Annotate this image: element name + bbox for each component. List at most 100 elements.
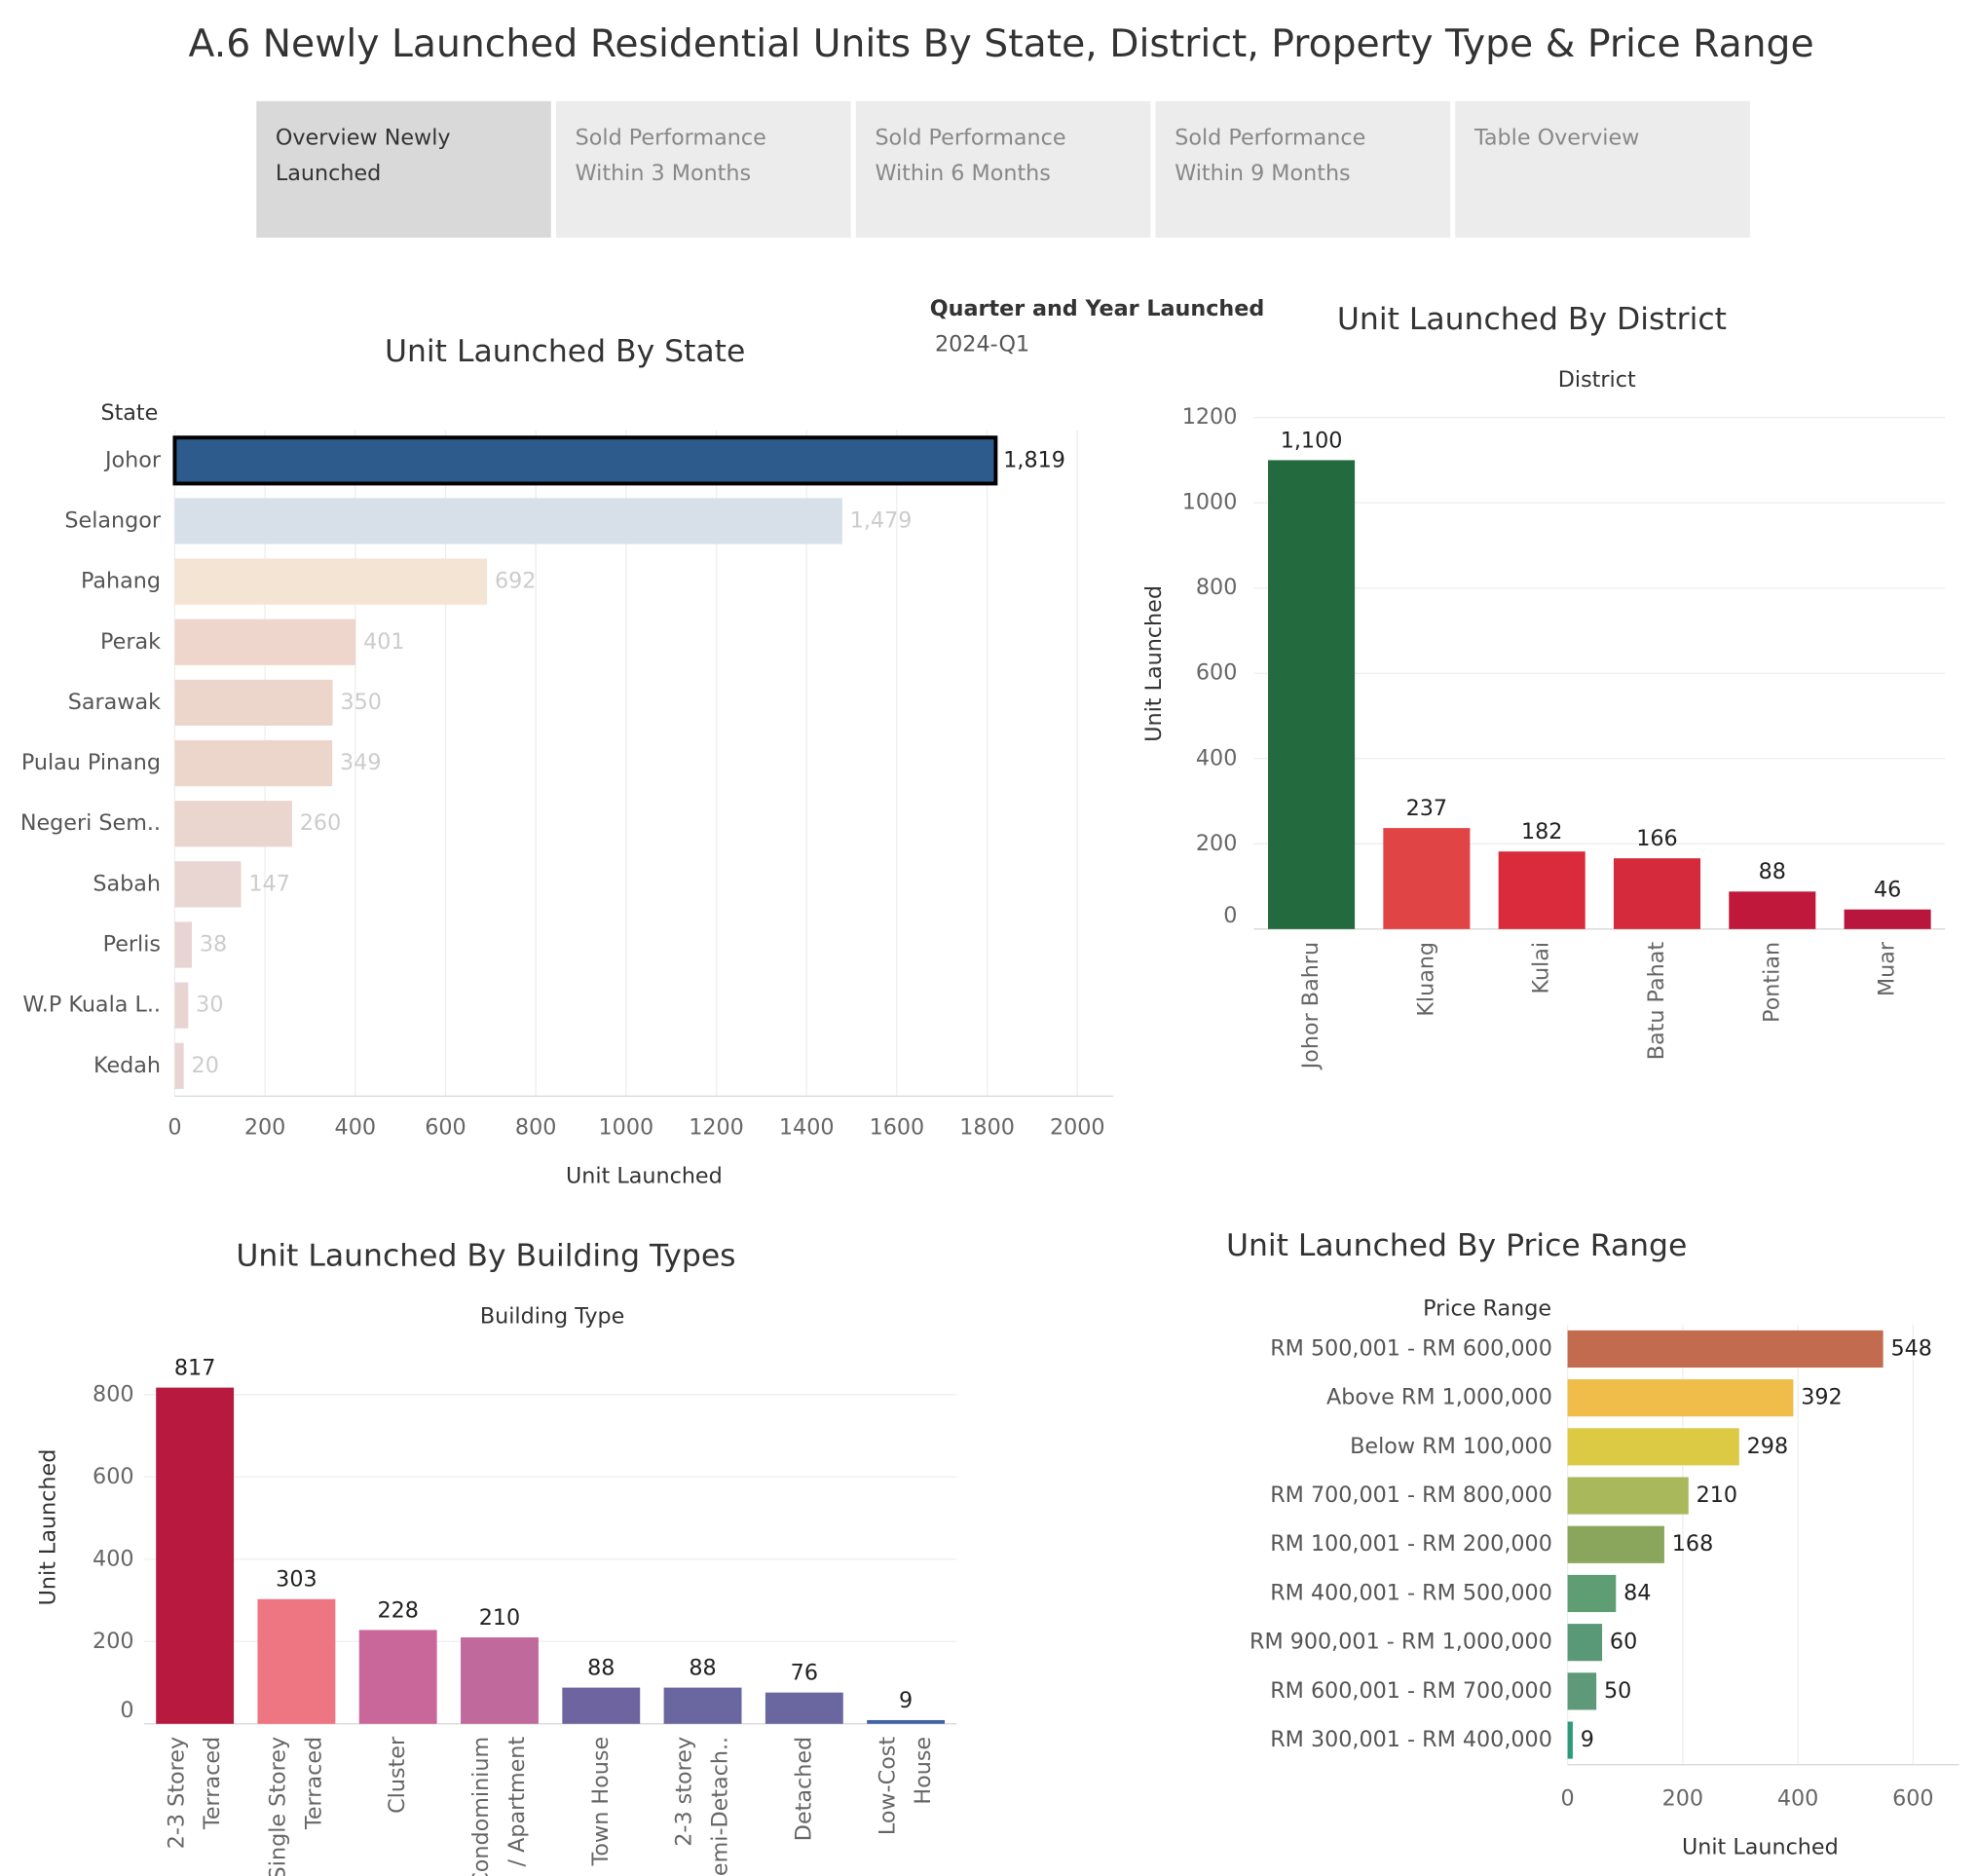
tab-label[interactable]: Within 9 Months [1175,161,1350,186]
bar[interactable] [663,1687,742,1724]
tab-label[interactable]: Launched [276,161,381,186]
bar[interactable] [1567,1330,1884,1369]
category-label: RM 500,001 - RM 600,000 [1270,1335,1552,1361]
page-title: A.6 Newly Launched Residential Units By … [189,22,1814,66]
bar[interactable] [358,1630,437,1724]
x-tick-label: 1600 [870,1115,925,1141]
x-tick-label: 1400 [779,1115,835,1141]
tab[interactable] [1455,100,1750,238]
bar[interactable] [1567,1525,1664,1563]
value-label: 349 [340,750,381,775]
bar[interactable] [1567,1379,1794,1417]
tab-label[interactable]: Within 6 Months [875,161,1050,186]
bar[interactable] [562,1687,641,1724]
tab[interactable] [855,100,1151,238]
value-label: 298 [1747,1434,1788,1459]
category-label: RM 700,001 - RM 800,000 [1270,1482,1552,1508]
y-axis-label: Unit Launched [35,1449,60,1606]
bar[interactable] [461,1637,539,1724]
value-label: 1,819 [1003,447,1065,472]
bar[interactable] [174,982,189,1029]
bar[interactable] [174,921,193,968]
category-label: W.P Kuala L.. [22,993,161,1018]
y-tick-label: 200 [1196,831,1237,856]
bar[interactable] [1268,460,1356,929]
bar[interactable] [1567,1477,1689,1515]
x-tick-label: 1200 [689,1115,744,1141]
category-label: Perak [100,629,161,655]
x-tick-label: 1800 [959,1115,1015,1141]
category-label: Below RM 100,000 [1350,1434,1552,1459]
value-label: 303 [276,1567,317,1593]
category-label: Pahang [81,569,161,594]
value-label: 168 [1672,1531,1713,1557]
bar[interactable] [1498,851,1585,929]
filter-value[interactable]: 2024-Q1 [935,332,1029,357]
y-tick-label: 800 [1196,575,1237,600]
x-tick-label: / Apartment [504,1737,530,1867]
x-tick-label: Terraced [301,1737,326,1830]
x-tick-label: Semi-Detach.. [707,1737,732,1876]
category-label: Sarawak [68,690,161,715]
value-label: 392 [1801,1385,1842,1410]
bar[interactable] [174,619,356,665]
category-label: Johor [103,447,162,472]
value-label: 210 [479,1605,520,1631]
category-label: Kedah [93,1053,161,1078]
bar[interactable] [1567,1672,1597,1710]
bar[interactable] [174,861,242,908]
bar[interactable] [1567,1624,1603,1662]
bar[interactable] [174,739,333,787]
tab-label[interactable]: Sold Performance [875,125,1065,150]
x-tick-label: 600 [1892,1786,1933,1812]
category-header: District [1558,367,1636,393]
value-label: 260 [300,810,341,836]
category-header: Price Range [1423,1296,1551,1322]
bar[interactable] [174,679,333,727]
tab-label[interactable]: Within 3 Months [576,161,751,186]
tab[interactable] [556,100,851,238]
y-tick-label: 0 [1223,903,1237,928]
chart-title: Unit Launched By State [385,334,745,369]
x-tick-label: 2-3 storey [672,1737,697,1847]
x-tick-label: 600 [425,1115,466,1141]
value-label: 1,479 [850,507,913,533]
x-tick-label: 1000 [599,1115,654,1141]
bar[interactable] [172,435,998,486]
tab[interactable] [1155,100,1451,238]
value-label: 88 [689,1655,716,1680]
value-label: 692 [495,569,536,594]
bar[interactable] [174,1042,184,1089]
x-tick-label: 800 [515,1115,556,1141]
bar[interactable] [174,498,842,544]
bar[interactable] [867,1719,946,1724]
value-label: 166 [1636,826,1677,851]
bar[interactable] [174,558,488,605]
value-label: 60 [1610,1630,1637,1655]
category-label: RM 600,001 - RM 700,000 [1270,1678,1552,1704]
tab-label[interactable]: Table Overview [1473,125,1639,150]
x-tick-label: Low-Cost [875,1737,900,1836]
bar[interactable] [765,1692,843,1724]
bar[interactable] [1383,828,1471,929]
bar[interactable] [174,801,292,847]
bar[interactable] [1613,858,1701,929]
value-label: 401 [363,629,404,655]
bar[interactable] [1567,1428,1739,1466]
value-label: 182 [1521,819,1562,844]
tab-label[interactable]: Overview Newly [276,125,451,150]
category-label: RM 900,001 - RM 1,000,000 [1250,1630,1552,1655]
tab-label[interactable]: Sold Performance [1175,125,1365,150]
category-label: Perlis [103,932,161,957]
x-tick-label: Single Storey [266,1737,291,1876]
category-header: Building Type [480,1303,624,1329]
bar[interactable] [156,1387,235,1724]
bar[interactable] [1567,1721,1573,1759]
bar[interactable] [1567,1574,1617,1613]
bar[interactable] [257,1598,336,1724]
bar[interactable] [1729,891,1816,929]
tab-label[interactable]: Sold Performance [576,125,766,150]
bar[interactable] [1844,909,1931,929]
tab[interactable] [256,100,551,238]
value-label: 20 [192,1053,219,1078]
